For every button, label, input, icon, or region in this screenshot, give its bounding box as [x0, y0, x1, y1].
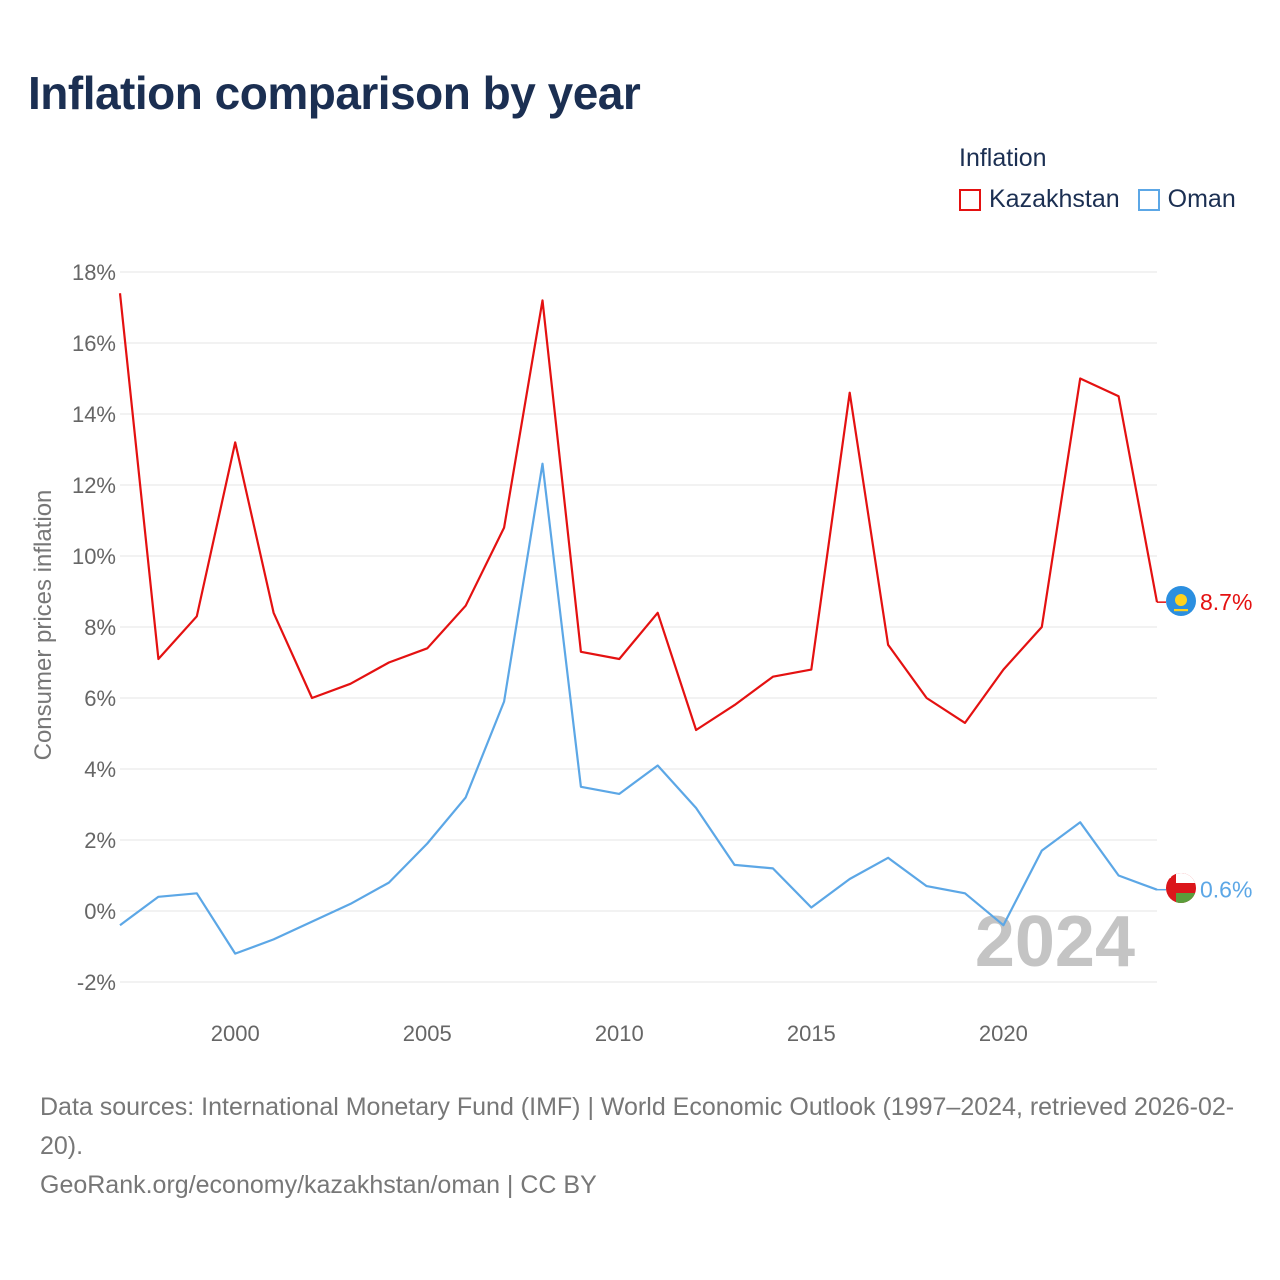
x-tick-label: 2010: [595, 1021, 644, 1046]
axes: Consumer prices inflation -2% 0% 2% 4% 6% 8% 1…: [30, 260, 1028, 1046]
y-tick-label: 4%: [84, 757, 116, 782]
legend-title: Inflation: [959, 144, 1047, 172]
legend-swatch-kazakhstan: [959, 188, 981, 211]
y-tick-label: 14%: [72, 402, 116, 427]
y-tick-label: 12%: [72, 473, 116, 498]
y-tick-label: 16%: [72, 331, 116, 356]
legend: Kazakhstan Oman: [959, 185, 1236, 214]
series: [118, 293, 1159, 955]
y-tick-label: 10%: [72, 544, 116, 569]
y-tick-label: 2%: [84, 828, 116, 853]
end-label-oman: 0.6%: [1200, 877, 1252, 903]
kazakhstan-flag-icon: [1166, 586, 1196, 616]
y-axis-label: Consumer prices inflation: [30, 490, 57, 761]
oman-flag-icon: [1166, 873, 1196, 903]
y-tick-label: 6%: [84, 686, 116, 711]
data-sources-text: Data sources: International Monetary Fun…: [40, 1093, 1235, 1160]
legend-label-kazakhstan: Kazakhstan: [989, 185, 1120, 213]
x-tick-label: 2020: [979, 1021, 1028, 1046]
inflation-line-chart: Consumer prices inflation -2% 0% 2% 4% 6% 8% 1…: [30, 260, 1252, 1046]
series-line-oman: [119, 462, 1158, 955]
y-tick-label: 8%: [84, 615, 116, 640]
footer: Data sources: International Monetary Fun…: [40, 1088, 1250, 1205]
y-tick-label: 0%: [84, 899, 116, 924]
legend-swatch-oman: [1137, 188, 1160, 211]
legend-item-oman[interactable]: Oman: [1137, 185, 1236, 214]
series-line-kazakhstan: [118, 293, 1159, 732]
legend-item-kazakhstan[interactable]: Kazakhstan: [959, 185, 1120, 214]
legend-label-oman: Oman: [1167, 185, 1236, 213]
credit-text: GeoRank.org/economy/kazakhstan/oman | CC…: [40, 1171, 597, 1199]
x-tick-label: 2005: [403, 1021, 452, 1046]
year-annotation: 2024: [975, 902, 1135, 982]
end-label-kazakhstan: 8.7%: [1200, 589, 1252, 615]
series-end-markers: 8.7% 0.6%: [1157, 586, 1252, 903]
x-tick-label: 2015: [787, 1021, 836, 1046]
chart-title: Inflation comparison by year: [28, 67, 641, 119]
y-tick-label: 18%: [72, 260, 116, 285]
grid-lines: [120, 271, 1157, 983]
y-tick-label: -2%: [77, 970, 116, 995]
x-tick-label: 2000: [211, 1021, 260, 1046]
